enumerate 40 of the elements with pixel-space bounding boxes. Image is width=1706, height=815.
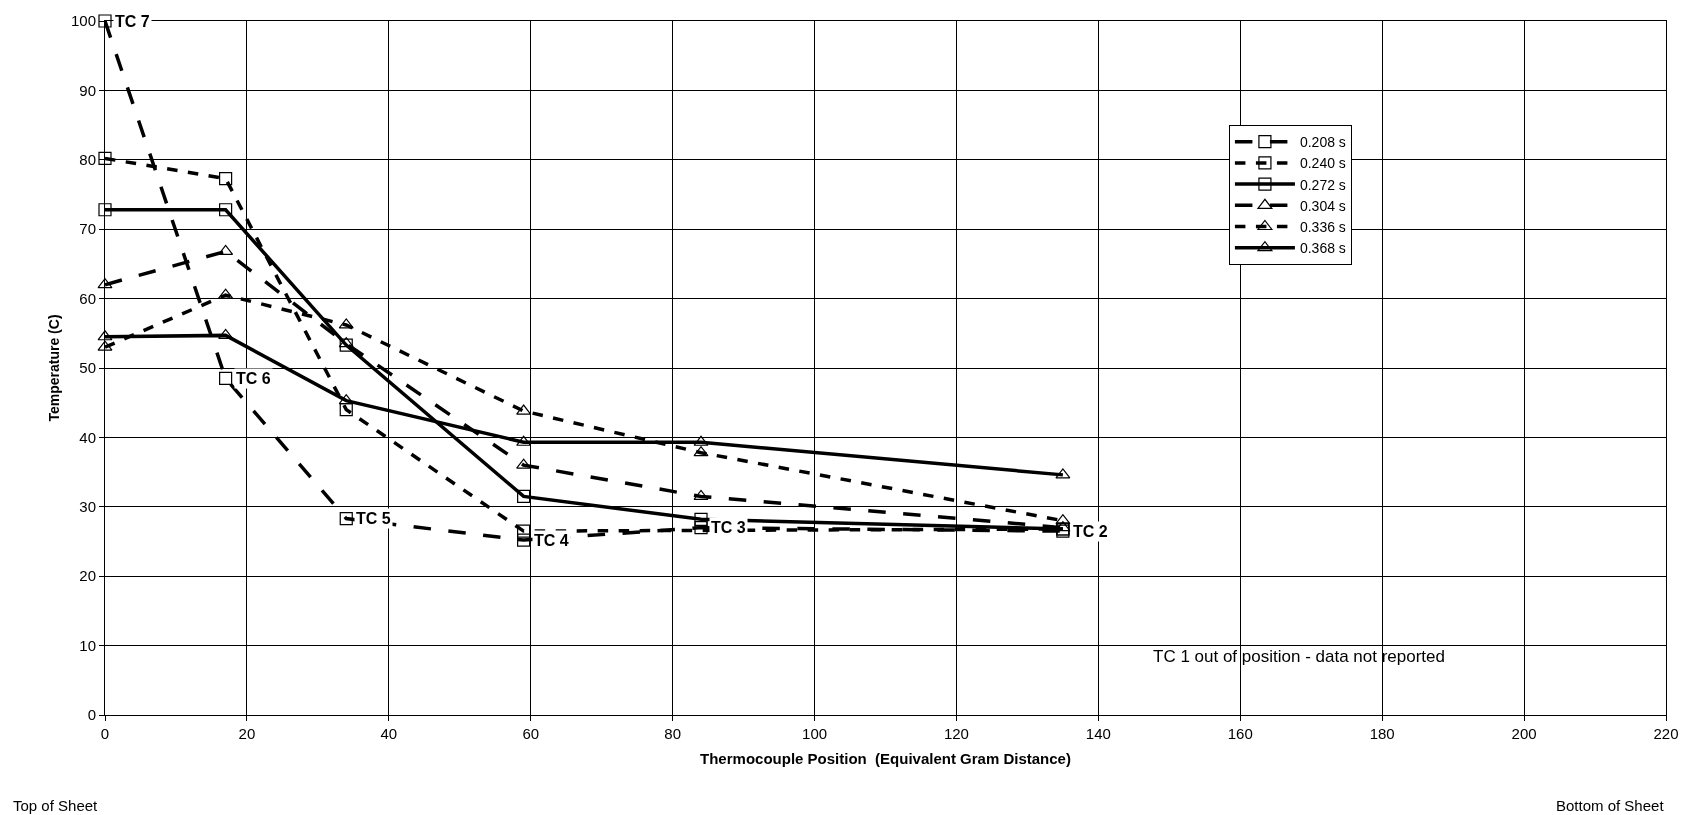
y-tick-label: 60 [79,289,96,307]
x-tick-label: 80 [664,725,681,742]
y-tick-label: 30 [79,498,96,516]
legend-label: 0.208 s [1299,134,1346,151]
annotation: TC 6 [236,370,271,387]
x-tick-label: 0 [100,725,110,742]
x-tick-label: 140 [1085,725,1111,742]
annotation: TC 5 [356,510,391,527]
y-tick-label: 90 [79,81,96,99]
y-axis-title: Temperature (C) [45,314,62,422]
y-tick-label: 70 [79,220,96,238]
text: Top of Sheet [13,797,99,814]
y-tick-label: 20 [79,567,96,585]
y-tick-label: 0 [87,706,96,724]
annotation: TC 2 [1073,523,1108,540]
x-tick-label: 60 [522,725,540,742]
annotation: TC 1 out of position - data not reported [1153,647,1446,666]
annotation: TC 4 [534,532,569,549]
x-tick-label: 20 [238,725,256,742]
annotation: TC 7 [115,13,150,30]
x-tick-label: 40 [380,725,398,742]
legend-label: 0.304 s [1299,197,1346,214]
y-tick-label: 40 [79,428,96,446]
y-tick-label: 50 [79,359,96,377]
x-tick-label: 180 [1369,725,1395,742]
x-tick-label: 100 [802,725,828,742]
legend-label: 0.272 s [1299,176,1346,193]
x-tick-label: 200 [1511,725,1537,742]
y-tick-label: 80 [79,151,96,169]
x-tick-label: 160 [1227,725,1253,742]
x-tick-label: 220 [1653,725,1679,742]
legend-label: 0.240 s [1299,155,1346,172]
x-axis-title: Thermocouple Position (Equivalent Gram Distance) [700,750,1071,767]
legend-label: 0.368 s [1299,240,1346,257]
y-tick-label: 100 [70,12,96,30]
legend-label: 0.336 s [1299,218,1346,235]
text: Bottom of Sheet [1556,797,1665,814]
annotation: TC 3 [711,519,746,536]
x-tick-label: 120 [943,725,969,742]
y-tick-label: 10 [79,636,96,654]
